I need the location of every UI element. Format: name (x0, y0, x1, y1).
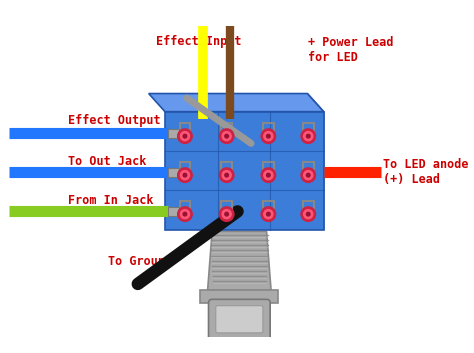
Circle shape (301, 207, 316, 221)
Bar (168, 129, 179, 138)
Circle shape (178, 129, 192, 143)
Text: Effect Input: Effect Input (156, 35, 241, 48)
Circle shape (261, 207, 275, 221)
Circle shape (178, 207, 192, 221)
Circle shape (306, 134, 310, 138)
Bar (165, 112, 324, 229)
Circle shape (266, 173, 270, 177)
Circle shape (301, 129, 316, 143)
Text: + Power Lead
for LED: + Power Lead for LED (308, 36, 394, 65)
Bar (201, 290, 278, 303)
Bar (168, 207, 179, 216)
Circle shape (219, 207, 234, 221)
Circle shape (181, 210, 190, 219)
Circle shape (225, 173, 228, 177)
Circle shape (264, 170, 273, 180)
Circle shape (225, 134, 228, 138)
Circle shape (264, 132, 273, 141)
Circle shape (222, 132, 231, 141)
Polygon shape (208, 231, 271, 290)
Circle shape (266, 212, 270, 216)
Circle shape (304, 210, 313, 219)
Circle shape (306, 173, 310, 177)
Polygon shape (307, 94, 324, 229)
Circle shape (304, 170, 313, 180)
Circle shape (178, 168, 192, 183)
Circle shape (222, 170, 231, 180)
Circle shape (183, 173, 187, 177)
Text: To Ground: To Ground (109, 255, 173, 268)
FancyBboxPatch shape (209, 299, 270, 341)
Circle shape (301, 168, 316, 183)
Text: From In Jack: From In Jack (68, 194, 154, 207)
Circle shape (225, 212, 228, 216)
Bar (168, 168, 179, 177)
Circle shape (261, 129, 275, 143)
Circle shape (181, 170, 190, 180)
Circle shape (183, 212, 187, 216)
Text: Effect Output: Effect Output (68, 114, 161, 127)
Circle shape (222, 210, 231, 219)
Circle shape (264, 210, 273, 219)
Polygon shape (149, 94, 324, 112)
Circle shape (304, 132, 313, 141)
FancyBboxPatch shape (216, 306, 263, 333)
Circle shape (219, 168, 234, 183)
Circle shape (266, 134, 270, 138)
Circle shape (261, 168, 275, 183)
Circle shape (181, 132, 190, 141)
Text: To Out Jack: To Out Jack (68, 155, 146, 168)
Circle shape (219, 129, 234, 143)
Circle shape (306, 212, 310, 216)
Text: To LED anode
(+) Lead: To LED anode (+) Lead (383, 158, 468, 186)
Circle shape (183, 134, 187, 138)
